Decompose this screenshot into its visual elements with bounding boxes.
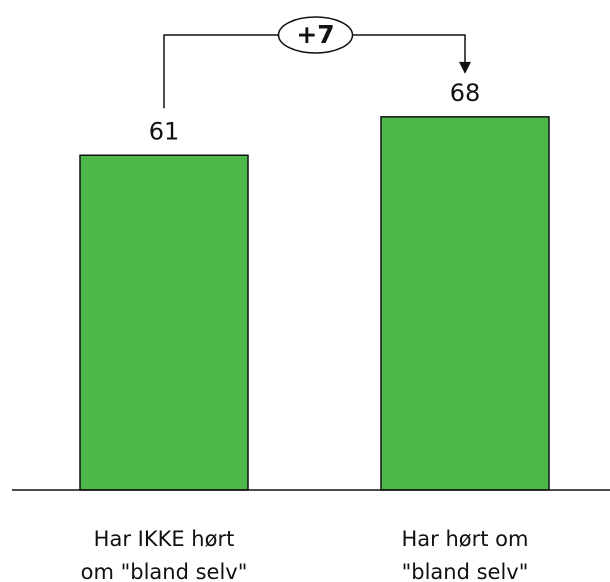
x-tick-label: Har IKKE hørt om "bland selv" — [81, 527, 248, 582]
bar — [79, 154, 249, 491]
annotation: +7 — [296, 20, 334, 49]
bar — [380, 116, 550, 491]
x-tick-label: Har hørt om "bland selv" — [402, 527, 529, 582]
data-label: 61 — [149, 117, 180, 145]
annotation-bubble — [277, 16, 354, 54]
arrow-head — [459, 61, 471, 74]
data-label: 68 — [450, 79, 481, 107]
